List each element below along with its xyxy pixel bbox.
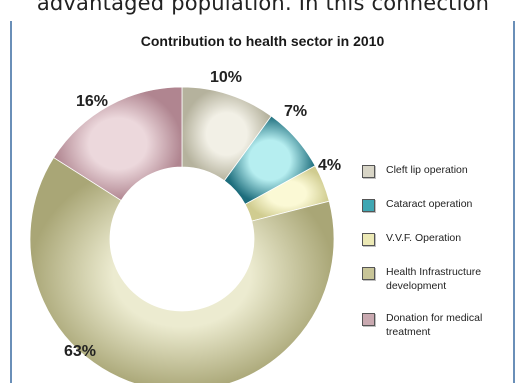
legend-item-health-infrastructure: Health Infrastructure development bbox=[362, 265, 514, 293]
pct-label-donation-medical: 16% bbox=[76, 93, 109, 110]
legend-label: Cleft lip operation bbox=[386, 164, 468, 176]
legend-item-donation-medical: Donation for medical treatment bbox=[362, 311, 514, 339]
slice-donation-medical bbox=[53, 86, 183, 201]
legend-label: V.V.F. Operation bbox=[386, 232, 462, 244]
pct-label-cataract: 7% bbox=[284, 103, 308, 120]
legend-swatch bbox=[362, 313, 375, 326]
legend-swatch bbox=[362, 267, 375, 280]
chart-panel: Contribution to health sector in 2010 10… bbox=[10, 21, 515, 383]
legend-swatch bbox=[362, 233, 375, 246]
pct-label-health-infrastructure: 63% bbox=[64, 343, 97, 360]
legend-swatch bbox=[362, 165, 375, 178]
pct-label-cleft-lip: 10% bbox=[210, 69, 243, 86]
slice-health-infrastructure bbox=[29, 157, 335, 383]
chart-title: Contribution to health sector in 2010 bbox=[140, 33, 385, 49]
donut-chart bbox=[29, 86, 335, 383]
legend-item-cleft-lip: Cleft lip operation bbox=[362, 163, 514, 178]
legend-item-vvf: V.V.F. Operation bbox=[362, 231, 514, 246]
legend-item-cataract: Cataract operation bbox=[362, 197, 514, 212]
legend-label: Donation for medical treatment bbox=[386, 312, 483, 338]
legend-swatch bbox=[362, 199, 375, 212]
top-text-fragment: advantaged population. In this connectio… bbox=[36, 0, 490, 15]
pct-label-vvf: 4% bbox=[318, 157, 342, 174]
legend-label: Cataract operation bbox=[386, 198, 473, 210]
legend-label: Health Infrastructure development bbox=[386, 266, 482, 292]
